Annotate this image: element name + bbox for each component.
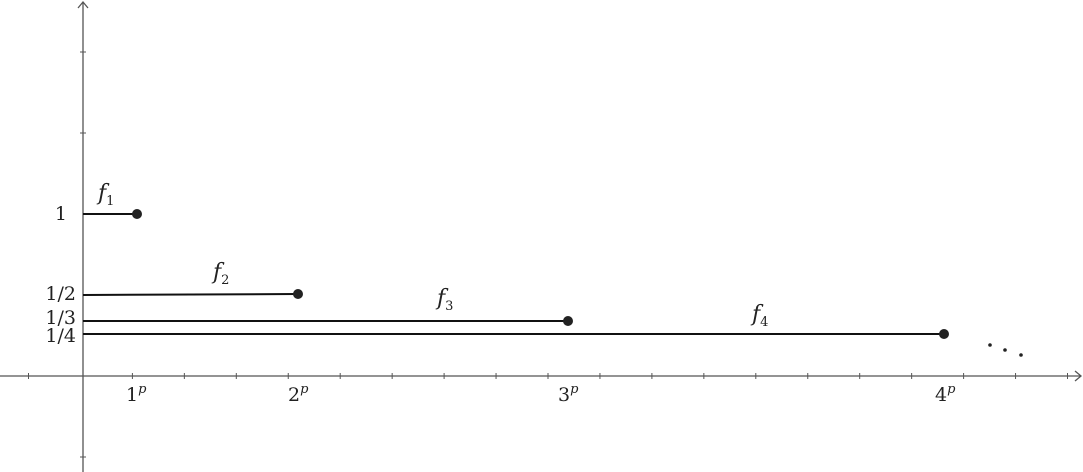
ellipsis-dot bbox=[1003, 348, 1007, 352]
endpoint-f2 bbox=[293, 289, 303, 299]
segment-f2 bbox=[82, 293, 299, 296]
ellipsis-dot bbox=[1019, 353, 1023, 357]
y-label-half: 1/2 bbox=[45, 283, 76, 305]
label-f2: f2 bbox=[211, 260, 229, 288]
endpoint-f3 bbox=[563, 316, 573, 326]
endpoint-f4 bbox=[939, 329, 949, 339]
y-ticks bbox=[80, 51, 86, 458]
label-f4: f4 bbox=[750, 302, 768, 330]
x-label-1p: 1p bbox=[126, 382, 147, 406]
x-ticks bbox=[28, 373, 1068, 379]
x-axis-arrow bbox=[1074, 370, 1083, 382]
label-f3: f3 bbox=[435, 286, 453, 314]
label-f1: f1 bbox=[96, 181, 114, 209]
y-label-quarter: 1/4 bbox=[45, 325, 76, 347]
x-label-2p: 2p bbox=[288, 382, 309, 406]
y-label-third: 1/3 bbox=[45, 307, 76, 329]
y-label-1: 1 bbox=[55, 203, 67, 225]
endpoint-f1 bbox=[132, 209, 142, 219]
x-label-4p: 4p bbox=[935, 382, 956, 406]
ellipsis-dot bbox=[988, 343, 992, 347]
y-axis-arrow bbox=[77, 0, 89, 9]
x-label-3p: 3p bbox=[558, 382, 579, 406]
